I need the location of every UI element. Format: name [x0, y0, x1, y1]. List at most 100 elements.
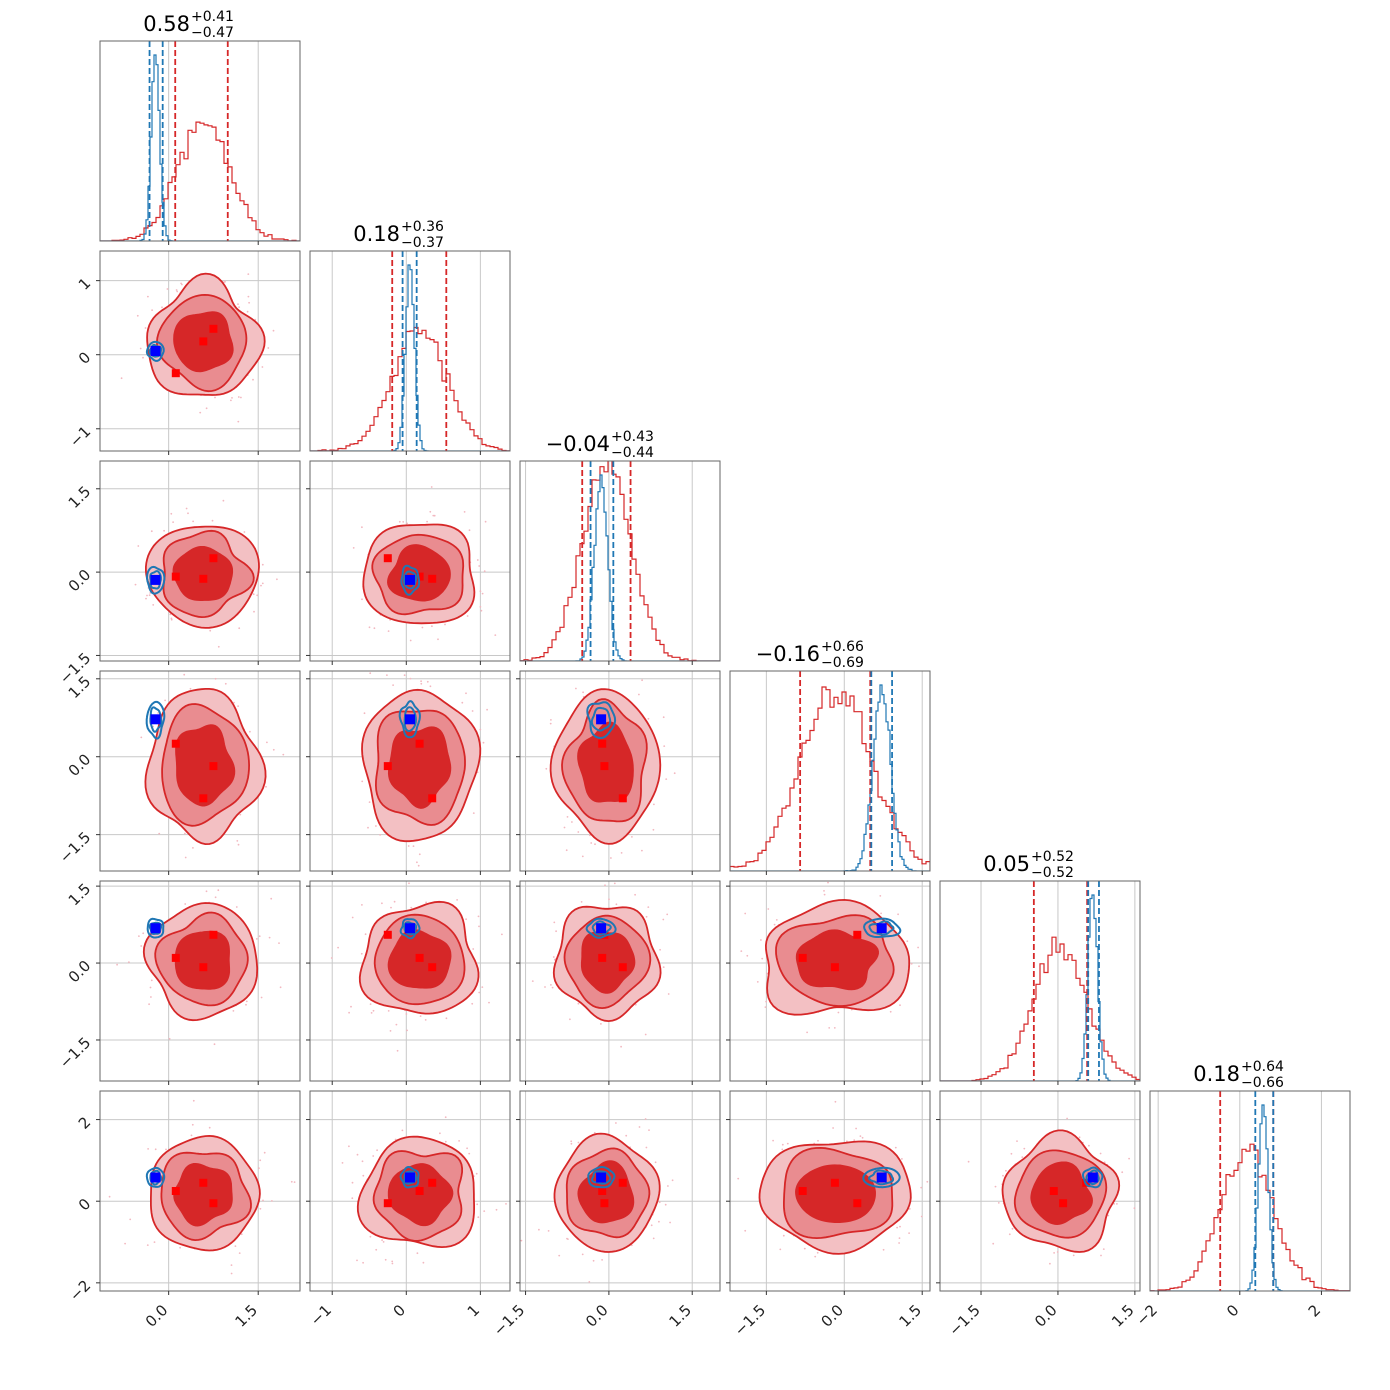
scatter-point [760, 939, 762, 941]
scatter-point [247, 273, 250, 275]
scatter-point [290, 1180, 293, 1183]
scatter-point [437, 638, 439, 641]
scatter-point [997, 1202, 1000, 1204]
scatter-point [259, 1207, 262, 1210]
scatter-point [426, 680, 429, 683]
scatter-point [590, 842, 593, 844]
contour-blue-outer [586, 701, 617, 740]
red-sample-marker [798, 953, 807, 962]
panel-title-minus: −0.69 [821, 655, 864, 671]
scatter-point [471, 710, 474, 712]
panel-frame [729, 1090, 931, 1292]
scatter-point [577, 1141, 580, 1144]
scatter-point [237, 843, 240, 846]
scatter-point [764, 1006, 767, 1008]
scatter-point [897, 913, 899, 916]
scatter-point [185, 507, 188, 510]
scatter-point [652, 1237, 655, 1240]
scatter-point [786, 1142, 789, 1145]
panel-title-plus: +0.43 [611, 429, 654, 445]
scatter-point [260, 996, 263, 999]
panel-title-minus: −0.44 [611, 445, 654, 461]
scatter-point [663, 745, 666, 747]
red-sample-marker [1049, 1187, 1058, 1195]
scatter-point [179, 1246, 182, 1249]
panel-title-median: 0.58 [143, 12, 190, 36]
scatter-point [409, 677, 412, 680]
scatter-point [481, 592, 484, 595]
scatter-point [471, 1002, 474, 1005]
histogram-red [310, 326, 510, 451]
scatter-point [444, 623, 446, 626]
scatter-point [364, 933, 367, 936]
scatter-point [214, 677, 217, 680]
scatter-point [239, 813, 242, 816]
histogram-blue [730, 684, 930, 871]
scatter-point [767, 908, 770, 910]
scatter-point [538, 1228, 540, 1231]
scatter-point [495, 1208, 498, 1211]
scatter-point [494, 634, 497, 636]
red-sample-marker [209, 1199, 218, 1208]
red-sample-marker [171, 369, 180, 378]
scatter-point [154, 1148, 157, 1151]
contour-blue-outer [145, 1166, 166, 1188]
panel-content [100, 671, 300, 871]
scatter-point [1128, 1157, 1130, 1160]
scatter-point [472, 948, 475, 950]
scatter-point [151, 309, 154, 311]
scatter-point [429, 685, 432, 688]
scatter-point [361, 780, 364, 783]
panel-5-1: −1 0 1 [306, 1090, 511, 1329]
scatter-point [161, 306, 163, 309]
panel-frame [99, 670, 301, 872]
contour-blue-inner [403, 706, 417, 732]
scatter-point [817, 1139, 819, 1142]
red-sample-marker [428, 574, 437, 583]
scatter-point [531, 980, 534, 982]
scatter-point [168, 1037, 171, 1040]
contour-blue-inner [403, 570, 418, 590]
panel-4-0: −1.5 0.0 1.5 [56, 880, 301, 1085]
scatter-point [127, 961, 130, 963]
red-sample-marker [199, 1178, 208, 1187]
scatter-point [501, 933, 503, 936]
scatter-point [191, 1123, 194, 1126]
scatter-point [165, 1148, 167, 1151]
scatter-point [834, 1100, 837, 1103]
scatter-point [726, 970, 728, 972]
scatter-point [908, 1232, 910, 1234]
red-sample-marker [383, 762, 392, 771]
scatter-point [1016, 1140, 1018, 1142]
scatter-point [369, 1003, 372, 1005]
contour-blue-outer [863, 917, 902, 938]
scatter-point [465, 692, 467, 695]
scatter-point [152, 604, 155, 606]
scatter-point [746, 954, 749, 957]
scatter-point [737, 1177, 740, 1180]
scatter-point [330, 957, 333, 959]
scatter-point [230, 1264, 233, 1266]
scatter-point [421, 626, 424, 629]
scatter-point [662, 918, 665, 921]
scatter-point [370, 1012, 373, 1014]
panel-title-minus: −0.66 [1241, 1075, 1284, 1091]
scatter-point [648, 1129, 650, 1131]
panel-title-plus: +0.41 [191, 9, 234, 25]
scatter-point [1002, 1174, 1004, 1177]
scatter-point [631, 836, 633, 838]
contour-blue-outer [146, 917, 165, 939]
scatter-point [169, 613, 172, 616]
truth-marker [1087, 1172, 1098, 1183]
scatter-point [581, 1253, 584, 1256]
scatter-point [563, 826, 566, 829]
scatter-point [779, 1248, 782, 1251]
scatter-point [150, 530, 153, 533]
scatter-point [650, 1224, 653, 1227]
scatter-point [1133, 1207, 1136, 1210]
scatter-point [899, 1004, 901, 1007]
panel-frame [99, 880, 301, 1082]
scatter-point [466, 1147, 468, 1150]
scatter-point [396, 1049, 399, 1052]
y-tick-label: 1.5 [65, 880, 95, 910]
